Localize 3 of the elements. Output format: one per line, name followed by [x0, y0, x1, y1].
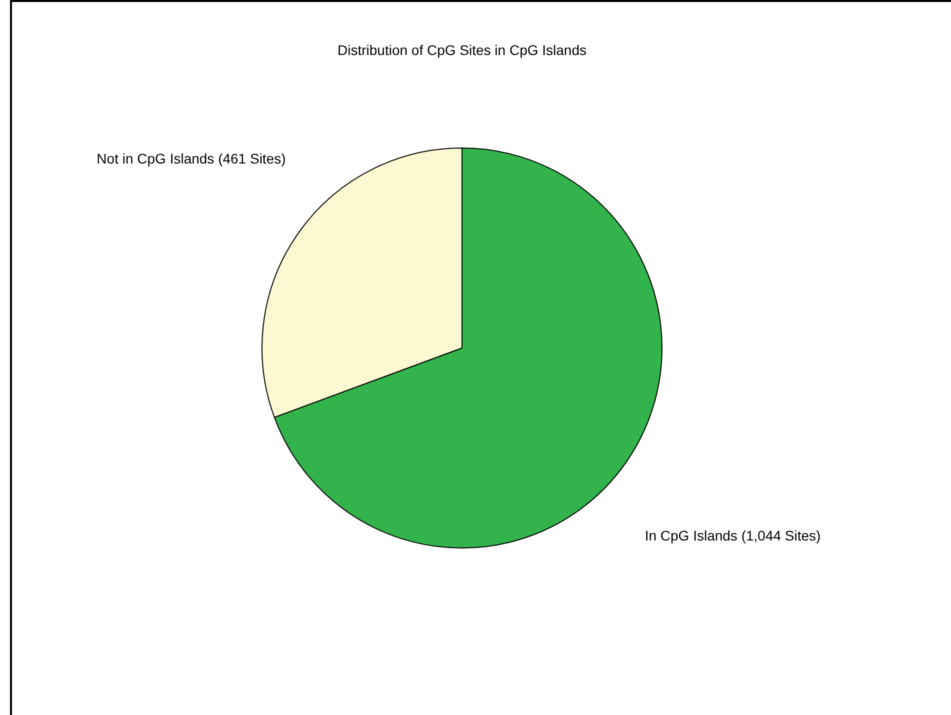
slice-label: Not in CpG Islands (461 Sites) — [96, 150, 286, 166]
chart-title: Distribution of CpG Sites in CpG Islands — [338, 42, 586, 58]
slice-label: In CpG Islands (1,044 Sites) — [644, 528, 821, 544]
